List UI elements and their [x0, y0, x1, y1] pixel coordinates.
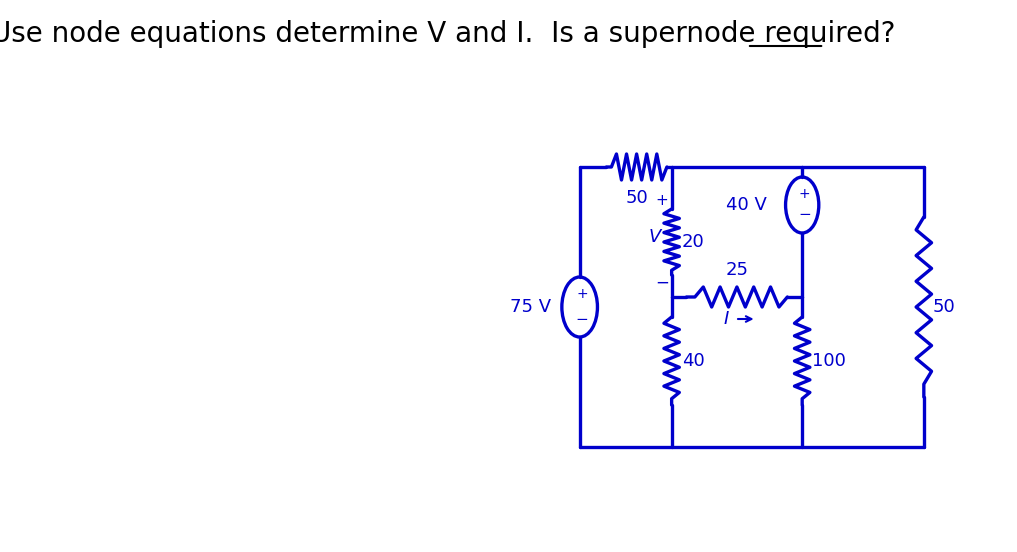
Text: +: +	[656, 194, 668, 209]
Text: +: +	[798, 187, 811, 201]
Text: 75 V: 75 V	[511, 298, 551, 316]
Text: 50: 50	[625, 189, 648, 207]
Text: 40 V: 40 V	[726, 196, 767, 214]
Text: 40: 40	[681, 352, 705, 370]
Text: 25: 25	[725, 261, 749, 279]
Text: I: I	[724, 310, 729, 328]
Text: 20: 20	[681, 233, 705, 251]
Text: +: +	[577, 287, 588, 301]
Text: 50: 50	[933, 298, 955, 316]
Text: Use node equations determine V and I.  Is a supernode required?: Use node equations determine V and I. Is…	[0, 20, 895, 48]
Text: −: −	[798, 208, 811, 222]
Text: −: −	[655, 274, 669, 292]
Text: 100: 100	[813, 352, 846, 370]
Text: −: −	[576, 311, 589, 326]
Text: V: V	[649, 228, 661, 246]
